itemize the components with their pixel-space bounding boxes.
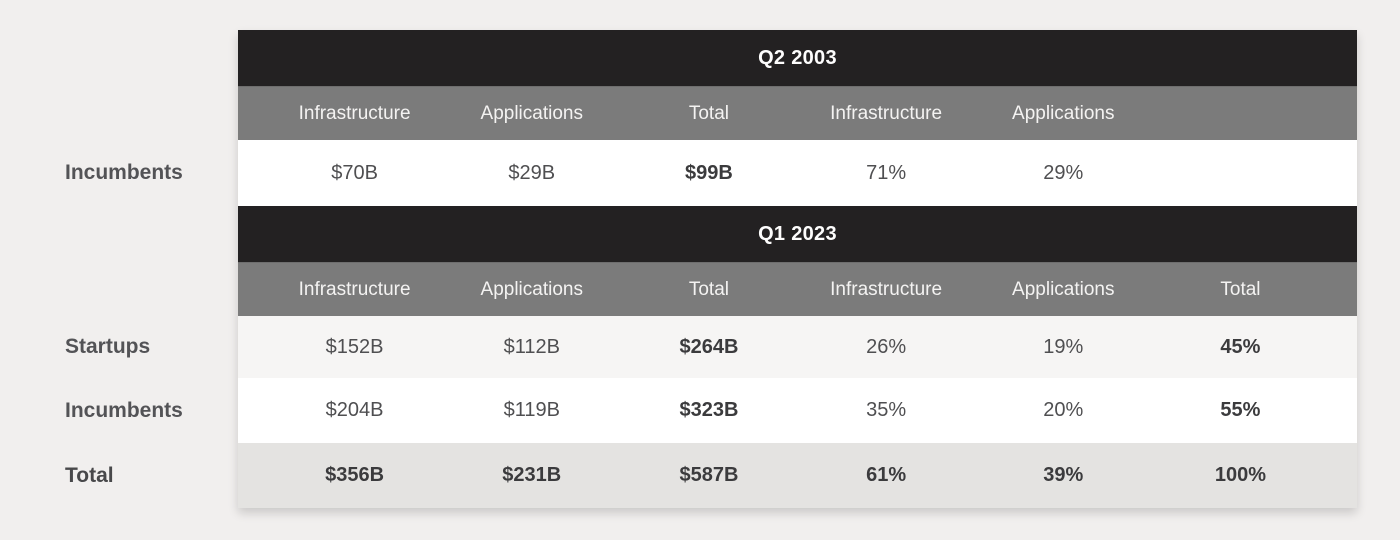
- row-label-incumbents-2023: Incumbents: [65, 399, 183, 422]
- table-cell: $231B: [502, 464, 562, 486]
- row-label-total: Total: [65, 464, 114, 487]
- section-header-q2-2003: Q2 2003: [238, 30, 1357, 86]
- column-header-row-2003: Infrastructure Applications Total Infras…: [238, 86, 1357, 140]
- table-cell: $323B: [679, 399, 739, 421]
- table-cell: 100%: [1214, 464, 1267, 486]
- column-header: Applications: [480, 278, 583, 300]
- table-cell: $587B: [679, 464, 739, 486]
- table-cell: $264B: [679, 335, 739, 358]
- table-cell: 19%: [1043, 335, 1084, 358]
- table-cell: $152B: [325, 335, 384, 358]
- table-cell: 20%: [1043, 399, 1084, 421]
- column-header: Applications: [480, 102, 583, 124]
- column-header: Infrastructure: [830, 102, 943, 124]
- table-row-startups: $152B $112B $264B 26% 19% 45%: [238, 316, 1357, 378]
- row-label-incumbents-2003: Incumbents: [65, 161, 183, 184]
- comparison-table: Q2 2003 Infrastructure Applications Tota…: [238, 30, 1357, 508]
- table-cell: 39%: [1043, 464, 1084, 486]
- table-cell: $119B: [503, 399, 560, 421]
- column-header: Infrastructure: [298, 278, 411, 300]
- table-cell: $29B: [508, 161, 556, 184]
- table-row-total: $356B $231B $587B 61% 39% 100%: [238, 443, 1357, 508]
- table-cell: 45%: [1220, 335, 1261, 358]
- section-header-q1-2023: Q1 2023: [238, 206, 1357, 262]
- column-header: Total: [1220, 278, 1261, 300]
- table-cell: $99B: [685, 161, 733, 184]
- table-cell: 61%: [866, 464, 907, 486]
- table-cell: $112B: [503, 335, 560, 358]
- table-cell: $356B: [325, 464, 385, 486]
- column-header: Applications: [1012, 278, 1115, 300]
- table-cell: 71%: [866, 161, 907, 184]
- column-header-row-2023: Infrastructure Applications Total Infras…: [238, 262, 1357, 316]
- column-header: Applications: [1012, 102, 1115, 124]
- table-cell: 26%: [866, 335, 907, 358]
- section-title: Q1 2023: [758, 222, 837, 245]
- table-cell: $70B: [331, 161, 378, 184]
- table-cell: 55%: [1220, 399, 1261, 421]
- table-row-incumbents-2023: $204B $119B $323B 35% 20% 55%: [238, 378, 1357, 443]
- table-cell: $204B: [325, 399, 384, 421]
- table-cell: 35%: [866, 399, 907, 421]
- column-header: Infrastructure: [830, 278, 943, 300]
- column-header: Infrastructure: [298, 102, 411, 124]
- table-row-incumbents-2003: $70B $29B $99B 71% 29%: [238, 140, 1357, 206]
- column-header: Total: [688, 102, 729, 124]
- section-title: Q2 2003: [758, 46, 837, 69]
- column-header: Total: [688, 278, 729, 300]
- row-label-startups: Startups: [65, 335, 151, 358]
- table-cell: 29%: [1043, 161, 1084, 184]
